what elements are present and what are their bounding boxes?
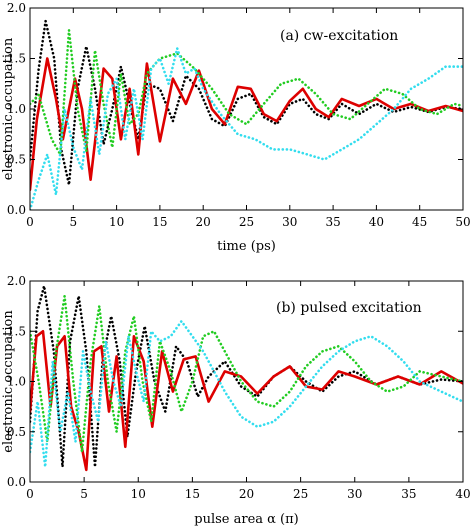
- x-tick-label: 5: [80, 487, 88, 501]
- series-line-2: [30, 329, 463, 472]
- y-tick-label: 0.0: [7, 475, 26, 489]
- x-tick-label: 15: [185, 487, 200, 501]
- x-tick-label: 10: [131, 487, 146, 501]
- x-tick-label: 20: [239, 487, 254, 501]
- y-axis-label: electronic occupation: [1, 37, 16, 180]
- panel-b: 0 5 10 15 20 25 30 35 40 0.0 0.5 1.0 1.5 2.0 (b) pulse…: [1, 274, 471, 527]
- x-tick-label: 25: [293, 487, 308, 501]
- x-tick-label: 30: [347, 487, 362, 501]
- y-tick-label: 2.0: [7, 274, 26, 288]
- y-axis-label: electronic occupation: [1, 310, 16, 453]
- x-tick-label: 50: [455, 215, 470, 229]
- x-tick-label: 15: [152, 215, 167, 229]
- y-tick-label: 0.0: [7, 203, 26, 217]
- panel-title: (b) pulsed excitation: [276, 300, 422, 316]
- y-tick-label: 0.5: [7, 425, 26, 439]
- y-tick-label: 0.5: [7, 153, 26, 167]
- x-tick-label: 0: [26, 215, 34, 229]
- x-axis-label: pulse area α (π): [194, 512, 299, 527]
- x-tick-label: 35: [325, 215, 340, 229]
- x-axis-label: time (ps): [217, 239, 276, 254]
- series-line-3: [30, 294, 463, 454]
- y-tick-label: 1.0: [7, 102, 26, 116]
- series-line-2: [30, 57, 463, 192]
- series-line-1: [30, 19, 463, 187]
- series-line-1: [30, 284, 463, 469]
- x-tick-label: 20: [196, 215, 211, 229]
- panel-title: (a) cw-excitation: [280, 28, 398, 44]
- series-line-4: [30, 47, 463, 210]
- x-tick-label: 0: [26, 487, 34, 501]
- x-tick-label: 35: [401, 487, 416, 501]
- x-tick-label: 45: [412, 215, 427, 229]
- x-tick-label: 25: [239, 215, 254, 229]
- y-tick-label: 1.5: [7, 324, 26, 338]
- x-tick-label: 10: [109, 215, 124, 229]
- series-line-3: [30, 28, 463, 156]
- x-tick-label: 5: [69, 215, 77, 229]
- x-tick-label: 30: [282, 215, 297, 229]
- panel-a: 0 5 10 15 20 25 30 35 40 45 50 0.0 0.5 1.0 1.5 2.0 (a) c…: [1, 1, 471, 254]
- y-tick-label: 1.5: [7, 52, 26, 66]
- x-tick-label: 40: [455, 487, 470, 501]
- x-tick-label: 40: [369, 215, 384, 229]
- y-tick-label: 1.0: [7, 375, 26, 389]
- series-line-4: [30, 319, 463, 469]
- y-tick-label: 2.0: [7, 1, 26, 15]
